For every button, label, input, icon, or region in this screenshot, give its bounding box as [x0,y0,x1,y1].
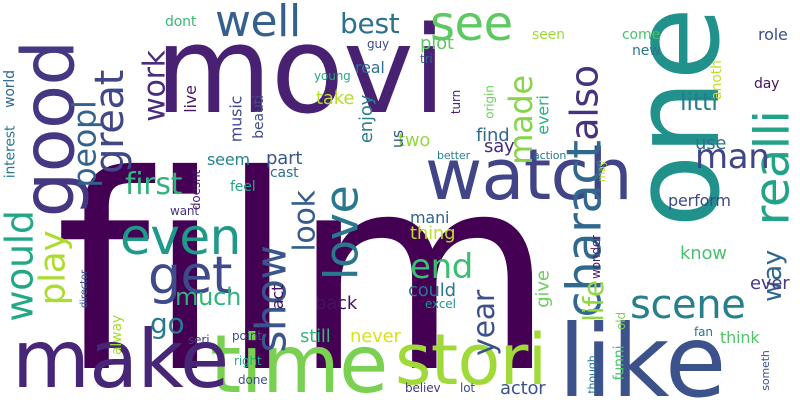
cloud-word-give: give [532,269,554,308]
cloud-word-cast: cast [270,165,299,181]
cloud-word-done: done [238,373,268,387]
cloud-word-like: like [558,303,726,400]
cloud-word-find: find [476,125,510,146]
cloud-word-mani: mani [410,208,450,227]
cloud-word-want: want [170,204,199,218]
cloud-word-turn: turn [449,89,464,115]
cloud-word-fan: fan [694,325,713,339]
cloud-word-look: look [287,189,323,252]
cloud-word-time: time [210,318,388,400]
cloud-word-actor: actor [500,378,546,399]
cloud-word-littl: littl [680,88,718,116]
cloud-word-act: act [268,284,288,310]
cloud-word-alway: alway [109,314,126,356]
cloud-word-never: never [350,326,401,347]
cloud-word-much: much [175,283,242,311]
cloud-word-feel: feel [230,179,256,195]
cloud-word-watch: watch [425,134,633,216]
cloud-word-young: young [314,69,351,83]
cloud-word-perform: perform [668,191,731,210]
cloud-word-new: new [632,43,661,59]
cloud-word-anoth: anoth [708,60,725,100]
cloud-word-scene: scene [630,282,746,328]
cloud-word-interest: interest [1,125,18,178]
cloud-word-role: role [758,25,788,44]
cloud-word-think: think [720,328,760,347]
cloud-word-love: love [313,185,368,280]
cloud-word-tri: tri [420,52,433,66]
cloud-word-movi: movi [155,2,446,141]
cloud-word-point: point [232,329,263,343]
cloud-word-end: end [410,247,474,287]
cloud-word-life: life [576,280,610,322]
cloud-word-funni: funni [610,345,627,380]
cloud-word-everi: everi [533,94,553,135]
cloud-word-thing: thing [410,223,456,244]
cloud-word-see: see [430,0,513,52]
cloud-word-ever: ever [750,273,790,294]
cloud-word-beauti: beauti [250,95,267,139]
cloud-word-even: even [120,208,241,266]
cloud-word-better: better [437,149,471,162]
cloud-word-seen: seen [532,27,565,43]
cloud-word-come: come [622,27,660,43]
cloud-word-old: old [613,312,628,330]
cloud-word-also: also [562,64,607,141]
cloud-word-us: us [388,129,408,149]
cloud-word-seem: seem [207,150,250,169]
cloud-word-live: live [180,85,200,113]
cloud-word-use: use [695,133,727,154]
cloud-word-director: director [79,269,91,309]
cloud-word-peopl: peopl [65,99,104,188]
cloud-word-someth: someth [758,350,772,391]
cloud-word-go: go [150,307,185,340]
cloud-word-two: two [398,130,431,151]
cloud-word-believ: believ [405,381,441,395]
cloud-word-music: music [225,95,245,142]
cloud-word-lot: lot [460,381,476,395]
cloud-word-part: part [266,148,303,169]
cloud-word-take: take [316,88,355,109]
cloud-word-could: could [408,280,456,301]
cloud-word-make: make [12,313,229,400]
cloud-word-well: well [215,0,301,47]
cloud-word-wonder: wonder [588,235,603,279]
cloud-word-seri: seri [188,333,210,347]
cloud-word-enjoy: enjoy [356,94,378,144]
cloud-word-work: work [137,49,173,122]
cloud-word-dont: dont [165,14,197,30]
cloud-word-stori: stori [395,319,547,400]
cloud-word-know: know [680,243,727,264]
cloud-word-guy: guy [367,37,389,51]
cloud-word-back: back [315,293,358,314]
cloud-word-get: get [148,246,232,306]
cloud-word-may: may [596,160,608,182]
cloud-word-play: play [31,230,73,305]
cloud-word-still: still [300,326,331,347]
cloud-word-year: year [466,290,502,356]
cloud-word-say: say [484,136,515,157]
cloud-word-day: day [754,76,780,92]
cloud-word-film: film [55,117,555,400]
cloud-word-origin: origin [482,84,497,119]
cloud-word-right: right [234,354,262,368]
cloud-word-man: man [695,137,770,177]
cloud-word-world: world [1,70,18,108]
cloud-word-first: first [125,167,183,202]
cloud-word-excel: excel [425,297,456,311]
cloud-word-plot: plot [420,33,454,54]
cloud-word-though: though [585,354,599,394]
cloud-word-best: best [340,7,400,40]
cloud-word-real: real [355,58,385,77]
cloud-word-action: action [533,149,567,162]
